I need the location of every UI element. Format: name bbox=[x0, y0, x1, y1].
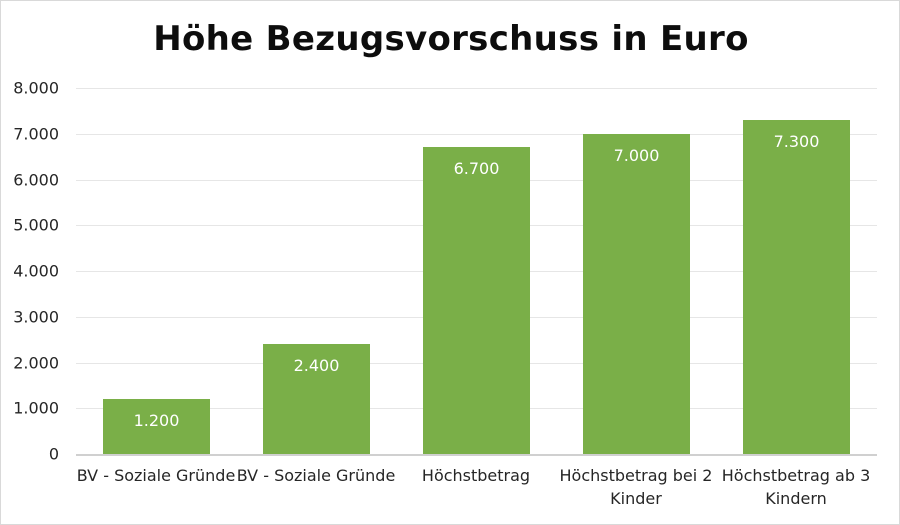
gridline bbox=[76, 134, 877, 135]
y-tick-label: 4.000 bbox=[13, 261, 59, 281]
x-category-label: Höchstbetrag bbox=[396, 464, 556, 487]
bar-value-label: 1.200 bbox=[133, 411, 180, 430]
bar-value-label: 7.300 bbox=[773, 132, 820, 151]
x-category-label: BV - Soziale Gründe bbox=[236, 464, 396, 487]
x-axis-line bbox=[76, 454, 877, 456]
bar[interactable]: 1.200 bbox=[103, 399, 210, 454]
y-tick-label: 5.000 bbox=[13, 215, 59, 235]
y-tick-label: 1.000 bbox=[13, 398, 59, 418]
x-label-line1: Höchstbetrag ab 3 bbox=[721, 466, 871, 485]
chart-title: Höhe Bezugsvorschuss in Euro bbox=[153, 19, 749, 59]
x-label-line1: Höchstbetrag bbox=[421, 466, 531, 485]
y-tick-label: 8.000 bbox=[13, 78, 59, 98]
x-label-line1: BV - Soziale Gründe bbox=[76, 466, 236, 485]
bar-value-label: 6.700 bbox=[453, 159, 500, 178]
bar[interactable]: 2.400 bbox=[263, 344, 370, 454]
x-label-line1: Höchstbetrag bei 2 bbox=[559, 466, 713, 485]
x-category-label: Höchstbetrag bei 2 Kinder bbox=[556, 464, 716, 510]
bar[interactable]: 7.300 bbox=[743, 120, 850, 454]
y-tick-label: 3.000 bbox=[13, 307, 59, 327]
x-category-label: BV - Soziale Gründe bbox=[76, 464, 236, 487]
y-tick-label: 6.000 bbox=[13, 170, 59, 189]
y-tick-label: 7.000 bbox=[13, 124, 59, 144]
x-label-line2: Kindern bbox=[765, 489, 827, 508]
gridline bbox=[76, 88, 877, 89]
y-tick-label: 0 bbox=[48, 444, 59, 464]
y-tick-label: 2.000 bbox=[13, 353, 59, 372]
x-label-line2: Kinder bbox=[610, 489, 662, 508]
x-label-line1: BV - Soziale Gründe bbox=[236, 466, 396, 485]
bar-value-label: 7.000 bbox=[613, 146, 660, 165]
bar[interactable]: 6.700 bbox=[423, 147, 530, 454]
bar[interactable]: 7.000 bbox=[583, 134, 690, 454]
x-category-label: Höchstbetrag ab 3 Kindern bbox=[716, 464, 876, 510]
bar-value-label: 2.400 bbox=[293, 356, 340, 375]
